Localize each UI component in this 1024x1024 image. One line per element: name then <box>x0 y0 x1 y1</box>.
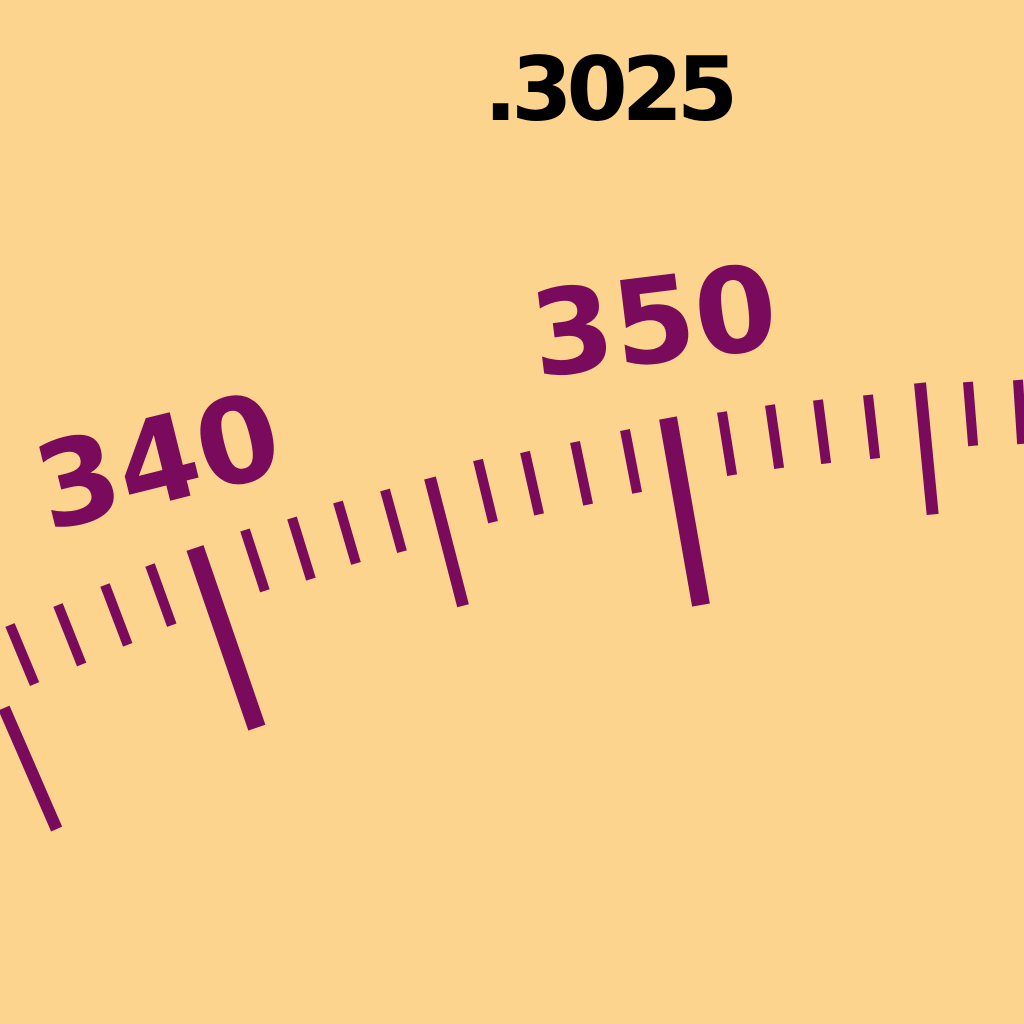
minor-tick <box>53 603 87 667</box>
minor-tick <box>520 450 544 516</box>
minor-tick <box>473 458 498 524</box>
tick-marks <box>0 379 1024 832</box>
minor-tick <box>333 500 361 565</box>
medium-tick <box>424 476 469 608</box>
medium-tick <box>914 382 939 515</box>
minor-tick <box>963 381 979 447</box>
minor-tick <box>717 411 738 476</box>
minor-tick <box>813 399 832 465</box>
minor-tick <box>240 528 270 593</box>
minor-tick <box>145 563 177 627</box>
minor-tick <box>863 394 881 460</box>
minor-tick <box>5 623 40 687</box>
minor-tick <box>620 429 643 494</box>
minor-tick <box>1013 379 1024 445</box>
minor-tick <box>765 404 785 470</box>
minor-tick <box>570 440 593 506</box>
readout: .3025 <box>484 38 733 141</box>
medium-tick <box>0 705 63 832</box>
minor-tick <box>100 583 133 647</box>
major-tick <box>186 545 266 731</box>
scale-label: 350 <box>523 238 784 405</box>
minor-tick <box>287 516 316 581</box>
major-tick <box>659 416 710 607</box>
minor-tick <box>380 488 407 554</box>
